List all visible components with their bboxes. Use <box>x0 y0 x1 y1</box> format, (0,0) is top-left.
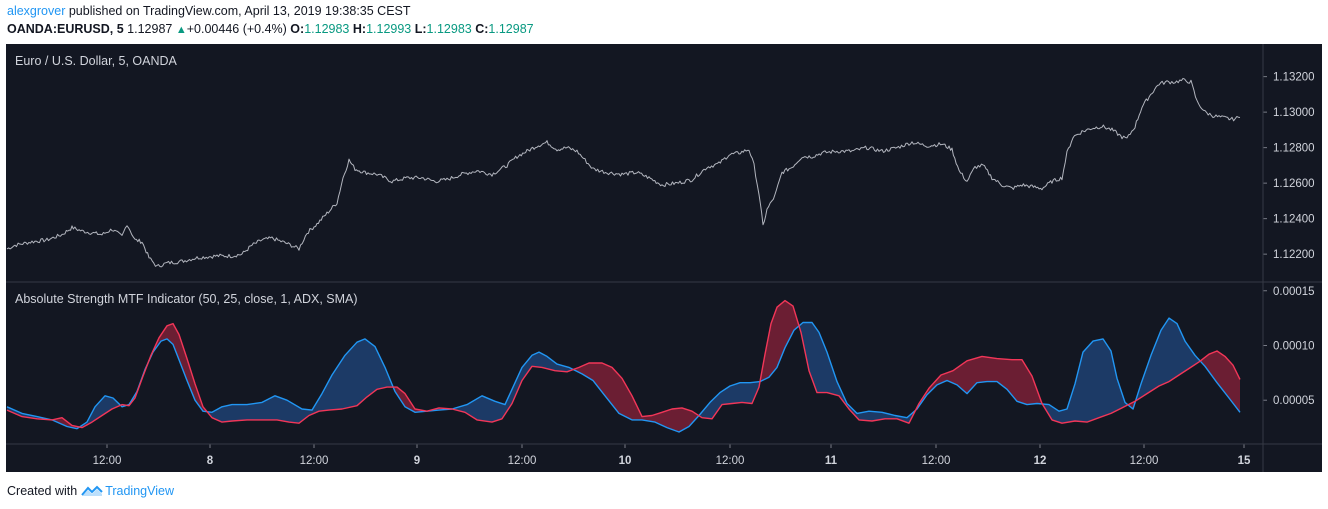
price-tick-label: 1.13000 <box>1273 107 1315 119</box>
time-tick-label: 12:00 <box>508 455 537 467</box>
time-tick-label: 11 <box>825 455 838 467</box>
time-tick-label: 12 <box>1034 455 1047 467</box>
up-arrow-icon: ▲ <box>175 24 187 36</box>
indicator-tick-label: 0.00010 <box>1273 340 1315 352</box>
last-price: 1.12987 <box>127 22 173 36</box>
low-value: 1.12983 <box>426 22 472 36</box>
open-value: 1.12983 <box>304 22 350 36</box>
high-value: 1.12993 <box>366 22 412 36</box>
red-fill-area <box>574 363 699 432</box>
blue-fill-area <box>699 376 761 419</box>
time-tick-label: 12:00 <box>300 455 329 467</box>
indicator-tick-label: 0.00005 <box>1273 395 1315 407</box>
published-text: published on TradingView.com, April 13, … <box>65 4 411 18</box>
time-tick-label: 10 <box>619 455 632 467</box>
price-pane-title: Euro / U.S. Dollar, 5, OANDA <box>15 54 178 68</box>
time-tick-label: 12:00 <box>93 455 122 467</box>
price-tick-label: 1.13200 <box>1273 72 1315 84</box>
chart-area[interactable]: Euro / U.S. Dollar, 5, OANDA Absolute St… <box>6 44 1322 472</box>
time-axis[interactable]: 12:00 8 12:00 9 12:00 10 12:00 11 12:00 12 12:00 15 <box>93 444 1251 467</box>
red-fill-area <box>394 387 427 413</box>
high-label: H: <box>352 22 367 36</box>
red-fill-area <box>916 356 1043 410</box>
symbol-info: OANDA:EURUSD, 5 1.12987 ▲+0.00446 (+0.4%… <box>7 22 534 36</box>
time-tick-label: 9 <box>414 455 420 467</box>
blue-fill-area <box>1043 338 1128 424</box>
indicator-axis[interactable]: 0.00015 0.00010 0.00005 <box>1263 286 1315 407</box>
price-change: +0.00446 (+0.4%) <box>186 22 287 36</box>
tradingview-logo-icon <box>81 485 103 496</box>
indicator-pane[interactable]: Absolute Strength MTF Indicator (50, 25,… <box>6 292 1241 433</box>
price-tick-label: 1.12400 <box>1273 214 1315 226</box>
symbol-label: OANDA:EURUSD, 5 <box>7 22 124 36</box>
time-tick-label: 15 <box>1238 455 1251 467</box>
time-tick-label: 12:00 <box>922 455 951 467</box>
indicator-tick-label: 0.00015 <box>1273 286 1315 298</box>
price-pane[interactable]: Euro / U.S. Dollar, 5, OANDA <box>6 54 1241 268</box>
time-tick-label: 12:00 <box>1130 455 1159 467</box>
price-series-line <box>6 77 1241 268</box>
time-tick-label: 12:00 <box>716 455 745 467</box>
time-tick-label: 8 <box>207 455 214 467</box>
blue-fill-area <box>800 322 916 424</box>
blue-fill-area <box>1136 318 1201 401</box>
tradingview-link[interactable]: TradingView <box>105 484 174 498</box>
price-tick-label: 1.12600 <box>1273 178 1315 190</box>
price-tick-label: 1.12200 <box>1273 249 1315 261</box>
red-indicator-line <box>6 299 1241 429</box>
price-axis[interactable]: 1.13200 1.13000 1.12800 1.12600 1.12400 1.122… <box>1263 72 1315 262</box>
blue-fill-area <box>80 395 121 428</box>
low-label: L: <box>414 22 427 36</box>
author-link[interactable]: alexgrover <box>7 4 66 18</box>
price-tick-label: 1.12800 <box>1273 143 1315 155</box>
blue-fill-area <box>207 338 394 424</box>
indicator-pane-title: Absolute Strength MTF Indicator (50, 25,… <box>15 292 358 306</box>
chart-canvas[interactable]: Euro / U.S. Dollar, 5, OANDA Absolute St… <box>6 44 1322 472</box>
red-fill-area <box>761 300 800 382</box>
close-value: 1.12987 <box>488 22 534 36</box>
red-fill-area <box>149 323 207 412</box>
created-with-text: Created with <box>7 484 78 498</box>
red-fill-area <box>1201 351 1240 413</box>
blue-indicator-line <box>6 317 1241 433</box>
open-label: O: <box>290 22 305 36</box>
close-label: C: <box>475 22 489 36</box>
publish-info: alexgrover published on TradingView.com,… <box>7 4 411 18</box>
footer: Created with TradingView <box>7 484 174 499</box>
